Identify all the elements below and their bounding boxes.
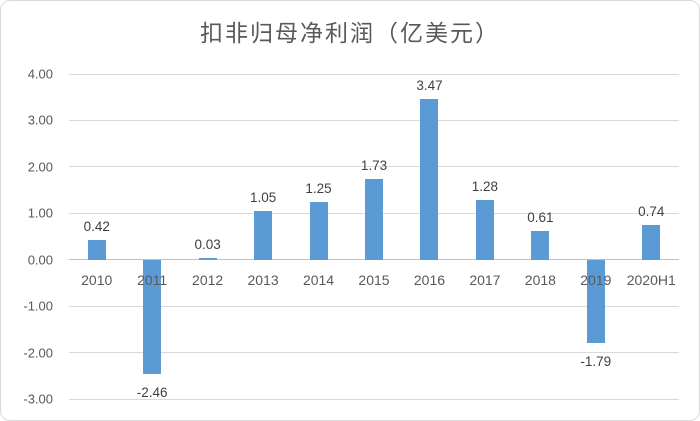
x-axis-label-2019: 2019 [580,272,612,288]
bar-2010 [87,240,106,260]
bar-2016 [420,98,439,260]
x-axis-label-2015: 2015 [358,272,390,288]
x-axis-label-2011: 2011 [137,272,168,288]
bar-value-label: 1.25 [305,180,332,196]
y-axis-label: 3.00 [27,112,53,128]
chart-title: 扣非归母净利润（亿美元） [200,21,500,47]
bar-2018 [531,231,550,260]
x-axis-label-2014: 2014 [302,272,335,288]
y-axis-label: 1.00 [27,205,53,221]
bar-2017 [475,200,494,260]
bar-value-label: 0.03 [194,237,221,253]
x-axis-label-2017: 2017 [469,272,501,288]
bar-value-label: 0.61 [527,210,554,226]
x-axis-label-2020H1: 2020H1 [626,272,676,288]
gridline [69,352,679,354]
bar-value-label: -1.79 [580,353,612,369]
bar-2019 [586,259,605,343]
bar-2014 [309,201,328,260]
gridline [69,305,679,307]
gridline [69,119,679,121]
bar-2012 [198,258,217,260]
bar-value-label: 0.74 [638,204,665,220]
y-axis-label: 0.00 [27,252,53,268]
x-axis-label-2010: 2010 [81,272,113,288]
bar-value-label: 1.05 [249,189,277,205]
bar-2013 [254,210,273,260]
y-axis-label: -2.00 [23,345,53,361]
bar-2011 [143,259,162,374]
bar-value-label: 1.28 [471,179,499,195]
bar-value-label: 0.42 [83,219,110,235]
bar-2020H1 [642,225,661,260]
y-axis-label: -1.00 [23,298,53,314]
bar-value-label: 3.47 [416,77,443,93]
bar-2015 [365,179,383,260]
gridline [69,398,679,400]
gridline [69,166,679,168]
x-axis-label-2018: 2018 [524,272,556,288]
y-axis-label: -3.00 [23,391,53,407]
bar-value-label: -2.46 [136,384,168,400]
x-axis-label-2016: 2016 [413,272,446,288]
x-axis-line [69,259,679,261]
x-axis-label-2013: 2013 [247,272,279,288]
x-axis-label-2012: 2012 [192,272,224,288]
y-axis-label: 2.00 [27,159,53,175]
bar-value-label: 1.73 [360,158,388,174]
gridline [69,73,679,75]
y-axis-label: 4.00 [27,66,53,82]
